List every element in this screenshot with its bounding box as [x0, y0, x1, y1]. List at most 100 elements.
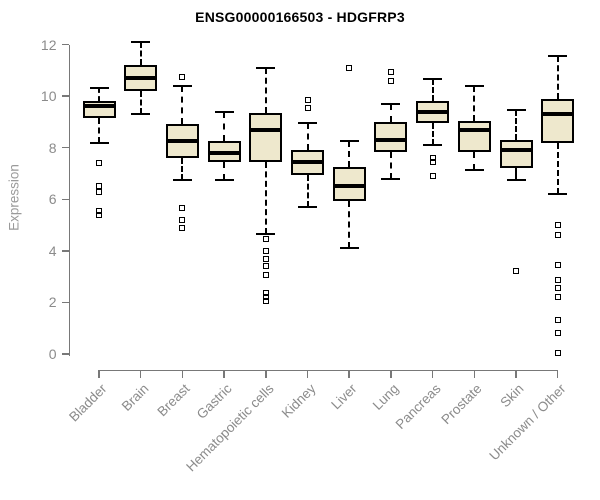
whisker-cap-lower	[548, 193, 568, 196]
outlier-point	[554, 232, 561, 239]
y-tick	[61, 198, 69, 200]
median-line	[82, 104, 116, 109]
y-tick-label: 6	[48, 191, 57, 208]
outlier-point	[179, 73, 186, 80]
x-tick	[390, 371, 392, 378]
median-line	[541, 112, 575, 117]
whisker-cap-lower	[172, 178, 192, 181]
whisker-cap-lower	[339, 247, 359, 250]
x-tick	[265, 371, 267, 378]
box	[374, 121, 408, 152]
median-line	[291, 159, 324, 164]
x-tick	[431, 371, 434, 378]
whisker-lower	[181, 157, 184, 180]
outlier-point	[554, 222, 561, 229]
outlier-point	[513, 268, 519, 275]
outlier-point	[429, 154, 436, 161]
whisker-cap-lower	[214, 178, 234, 181]
whisker-lower	[139, 90, 142, 115]
median-line	[416, 109, 450, 114]
box	[249, 112, 283, 162]
x-axis-line	[98, 369, 559, 371]
outlier-point	[387, 77, 394, 84]
median-line	[124, 76, 158, 81]
outlier-point	[554, 294, 561, 301]
whisker-lower	[556, 142, 559, 195]
y-tick	[61, 301, 69, 304]
y-tick-label: 0	[48, 346, 57, 362]
y-tick-label: 2	[48, 294, 57, 311]
whisker-cap-upper	[131, 40, 151, 43]
y-tick	[61, 146, 69, 149]
outlier-point	[96, 188, 102, 195]
outlier-point	[262, 263, 269, 270]
outlier-point	[429, 158, 436, 165]
median-line	[332, 184, 366, 189]
whisker-upper	[431, 79, 434, 102]
whisker-lower	[348, 200, 351, 249]
outlier-point	[304, 104, 311, 111]
whisker-lower	[223, 161, 226, 180]
median-line	[249, 127, 283, 132]
whisker-upper	[473, 85, 476, 121]
chart-title: ENSG00000166503 - HDGFRP3	[195, 9, 405, 25]
x-tick	[515, 371, 517, 378]
whisker-cap-upper	[298, 122, 317, 125]
whisker-cap-upper	[172, 84, 192, 87]
x-tick	[306, 371, 309, 378]
whisker-lower	[264, 161, 267, 235]
whisker-cap-lower	[506, 178, 526, 181]
whisker-upper	[515, 110, 517, 140]
outlier-point	[387, 68, 394, 75]
whisker-cap-lower	[464, 168, 484, 171]
y-tick	[61, 353, 69, 355]
whisker-upper	[98, 88, 100, 102]
outlier-point	[262, 290, 269, 297]
whisker-lower	[389, 151, 392, 179]
outlier-point	[179, 205, 186, 212]
outlier-point	[262, 272, 269, 279]
x-tick	[556, 371, 559, 378]
outlier-point	[179, 224, 186, 231]
x-tick	[98, 371, 100, 378]
whisker-lower	[515, 168, 517, 180]
whisker-upper	[139, 41, 142, 66]
median-line	[457, 127, 491, 132]
box	[332, 167, 366, 201]
y-tick	[61, 43, 69, 46]
whisker-cap-lower	[298, 205, 317, 208]
y-tick-label: 8	[48, 139, 57, 156]
whisker-cap-upper	[339, 140, 359, 143]
whisker-cap-upper	[464, 84, 484, 87]
box	[457, 120, 491, 152]
whisker-cap-lower	[423, 144, 443, 147]
outlier-point	[429, 173, 436, 180]
whisker-lower	[431, 123, 434, 146]
box	[541, 98, 575, 143]
whisker-cap-lower	[89, 141, 109, 144]
x-tick	[473, 371, 476, 378]
median-line	[374, 137, 408, 142]
whisker-upper	[389, 103, 392, 122]
outlier-point	[262, 247, 269, 254]
y-tick-label: 10	[40, 88, 57, 105]
y-axis-line	[68, 44, 70, 356]
whisker-cap-upper	[423, 78, 443, 81]
y-tick-label: 12	[40, 36, 57, 53]
median-line	[499, 148, 533, 153]
outlier-point	[554, 317, 561, 324]
x-tick	[223, 371, 225, 378]
outlier-point	[554, 285, 561, 292]
whisker-cap-lower	[131, 113, 151, 116]
outlier-point	[262, 298, 269, 305]
outlier-point	[554, 277, 561, 284]
whisker-lower	[473, 151, 476, 170]
whisker-upper	[556, 56, 559, 99]
y-tick-label: 4	[48, 242, 57, 259]
whisker-upper	[348, 141, 351, 167]
whisker-upper	[264, 67, 267, 113]
whisker-upper	[181, 85, 184, 125]
whisker-lower	[98, 118, 100, 143]
